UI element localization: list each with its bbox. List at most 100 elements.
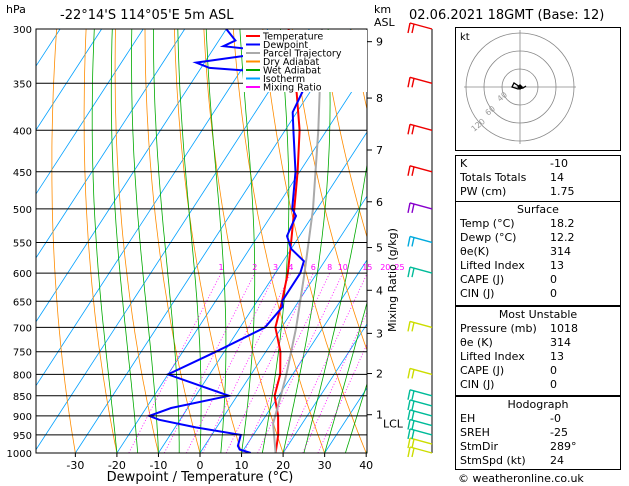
series-temperature [273,29,301,453]
x-axis-title: Dewpoint / Temperature (°C) [107,470,294,485]
isotherm [36,29,227,323]
mixing-ratio-label: 25 [394,263,404,272]
wet-adiabat [345,382,367,453]
km-tick-label: 6 [376,196,383,209]
wind-barb [407,123,433,135]
km-tick-label: 7 [376,144,383,157]
index-row: Totals Totals 14 [460,171,564,184]
pressure-tick-label: 800 [13,370,32,381]
mixing-ratio-line [128,272,222,453]
wet-adiabat [153,29,180,453]
pressure-tick-label: 300 [13,25,32,36]
hodo-ring-label-120: 120 [470,117,487,134]
mixing-ratio-label: 10 [338,263,348,272]
index-row: K -10 [460,157,568,170]
mu-row: CIN (J) 0 [460,378,557,391]
mixing-ratio-label: 3 [273,263,278,272]
isotherm [282,323,367,453]
temperature-tick-label: 40 [359,459,373,472]
pressure-tick-label: 550 [13,238,32,249]
wind-barb [407,320,433,332]
surface-panel: Surface Temp (°C) 18.2 Dewp (°C) 12.2 θe(K… [455,201,621,306]
mixing-ratio-label: 2 [252,263,257,272]
pressure-tick-label: 650 [13,297,32,308]
pressure-tick-label: 600 [13,269,32,280]
surface-row: Temp (°C) 18.2 [460,217,575,230]
wind-barb [407,76,433,88]
series-dewpoint [146,29,306,453]
hodo-row: SREH -25 [460,426,568,439]
hodograph-params-panel: Hodograph EH -0 SREH -25 StmDir 289° StmSpd… [455,396,621,470]
mu-row: θe (K) 314 [460,336,571,349]
hodo-ring-label-60: 60 [484,104,498,117]
mu-row: Lifted Index 13 [460,350,564,363]
wind-barb [407,22,433,34]
km-tick-label: 4 [376,284,383,297]
surface-row: CIN (J) 0 [460,287,557,300]
temperature-tick-label: -10 [149,459,167,472]
pressure-tick-label: 750 [13,348,32,359]
asl-label: ASL [374,16,395,29]
isotherm [241,259,367,453]
temperature-tick-label: -30 [66,459,84,472]
wind-barb [407,409,433,421]
wind-barb [407,428,433,440]
temperature-tick-label: 30 [318,459,332,472]
mixing-ratio-line [317,343,367,453]
hodograph-plot: kt 40 60 120 [460,30,576,144]
km-tick-label: 3 [376,327,383,340]
index-row: PW (cm) 1.75 [460,185,575,198]
pressure-tick-label: 450 [13,168,32,179]
mixing-ratio-line [283,272,367,453]
most-unstable-panel: Most Unstable Pressure (mb) 1018 θe (K) 31… [455,306,621,396]
temperature-tick-label: 10 [235,459,249,472]
wind-barb [407,235,433,247]
dry-adiabat [83,29,118,453]
pressure-tick-label: 500 [13,205,32,216]
temperature-tick-label: 0 [197,459,204,472]
legend-label: Parcel Trajectory [263,49,342,60]
mixing-ratio-label: 6 [311,263,316,272]
surface-row: Lifted Index 13 [460,259,564,272]
mixing-ratio-label: 4 [288,263,293,272]
legend-label: Mixing Ratio [263,83,322,94]
km-tick-label: 1 [376,409,383,422]
wind-barb [407,446,433,458]
surface-title: Surface [517,203,559,216]
most-unstable-title: Most Unstable [498,308,578,321]
mu-row: Pressure (mb) 1018 [460,322,578,335]
wind-barb [407,389,433,400]
pressure-unit-label: hPa [6,3,26,16]
km-unit-label: km [374,3,392,16]
pressure-tick-label: 1000 [7,449,32,460]
hodo-row: StmDir 289° [460,440,577,453]
dry-adiabat [114,29,159,453]
mixing-ratio-label: 8 [327,263,332,272]
wet-adiabat [91,29,118,453]
isotherm [75,29,352,453]
km-tick-label: 8 [376,92,383,105]
wind-barb [407,437,433,449]
wet-adiabat [177,29,202,453]
pressure-tick-label: 700 [13,323,32,334]
indices-panel: K -10 Totals Totals 14 PW (cm) 1.75 [455,155,621,202]
surface-row: θe(K) 314 [460,245,571,258]
wind-barb [407,165,433,176]
credit-footer: © weatheronline.co.uk [458,472,584,485]
isotherm [36,29,269,387]
hodograph-params-title: Hodograph [507,398,569,411]
mixing-ratio-line [243,272,331,453]
legend-label: Isotherm [263,74,305,85]
isotherm [36,29,186,259]
mixing-ratio-line [257,272,344,453]
legend-label: Dry Adiabat [263,57,320,68]
legend-label: Temperature [262,32,323,43]
surface-row: CAPE (J) 0 [460,273,557,286]
storm-motion-icon [517,84,523,90]
temperature-tick-label: 20 [276,459,290,472]
pressure-tick-label: 950 [13,431,32,442]
mu-row: CAPE (J) 0 [460,364,557,377]
hodograph-trace [511,82,527,90]
